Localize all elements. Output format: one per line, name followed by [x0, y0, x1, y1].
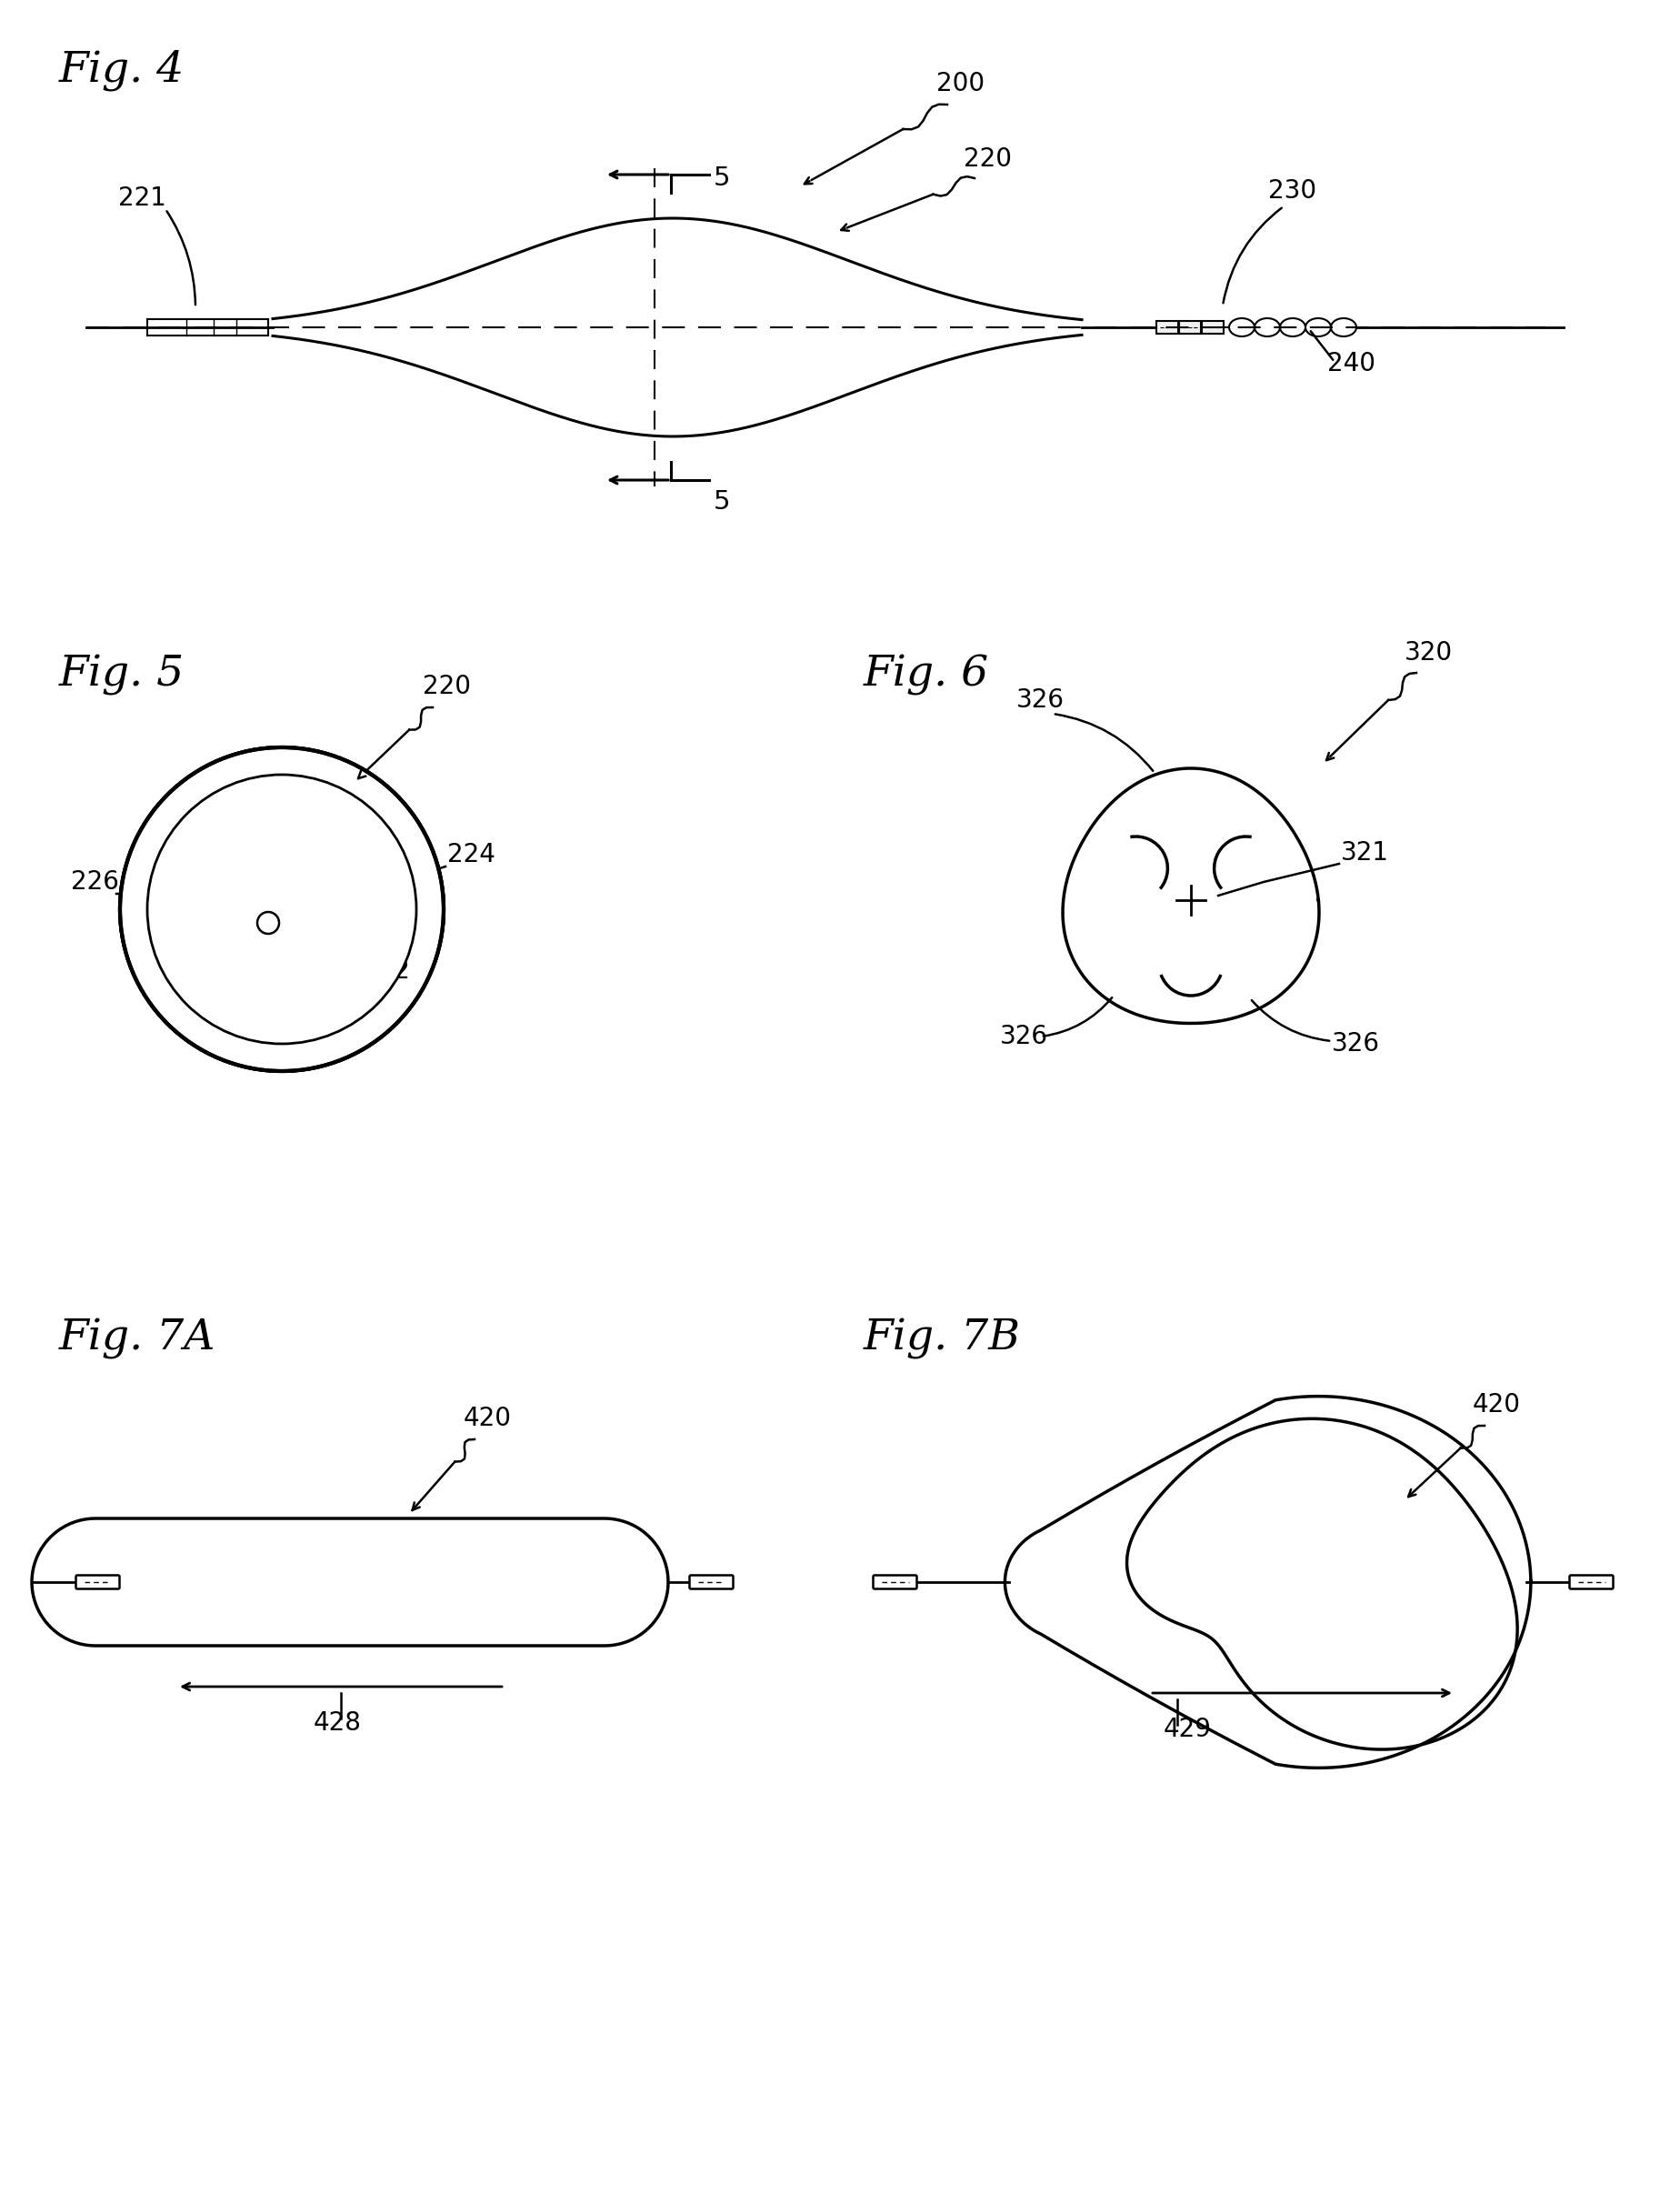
Circle shape — [257, 912, 279, 934]
Text: 320: 320 — [1404, 639, 1453, 666]
Text: 200: 200 — [936, 71, 984, 97]
Text: 220: 220 — [423, 674, 470, 699]
Text: Fig. 7A: Fig. 7A — [59, 1318, 215, 1360]
Text: 5: 5 — [714, 489, 731, 514]
Bar — [1156, 322, 1178, 333]
Text: 226: 226 — [71, 868, 119, 895]
Text: 429: 429 — [1164, 1717, 1211, 1741]
Bar — [1201, 322, 1223, 333]
Text: 428: 428 — [314, 1710, 361, 1737]
Polygon shape — [1127, 1419, 1517, 1750]
Text: 420: 420 — [1473, 1393, 1520, 1417]
Polygon shape — [1005, 1397, 1530, 1768]
Text: Fig. 7B: Fig. 7B — [864, 1318, 1021, 1360]
Text: 224: 224 — [447, 842, 496, 868]
FancyBboxPatch shape — [1569, 1576, 1613, 1589]
FancyBboxPatch shape — [76, 1576, 119, 1589]
Text: Fig. 6: Fig. 6 — [864, 655, 990, 696]
Ellipse shape — [1230, 317, 1255, 337]
Bar — [1179, 322, 1201, 333]
Ellipse shape — [1331, 317, 1356, 337]
Polygon shape — [32, 1519, 669, 1646]
FancyBboxPatch shape — [689, 1576, 732, 1589]
Text: 221: 221 — [118, 185, 166, 212]
Circle shape — [119, 747, 444, 1071]
Text: 230: 230 — [1268, 179, 1317, 203]
Ellipse shape — [1255, 317, 1280, 337]
Text: Fig. 4: Fig. 4 — [59, 51, 185, 90]
Text: 240: 240 — [1327, 350, 1376, 377]
Ellipse shape — [1305, 317, 1331, 337]
Text: 326: 326 — [1016, 688, 1065, 712]
Ellipse shape — [1280, 317, 1305, 337]
Text: 326: 326 — [1332, 1031, 1379, 1056]
FancyBboxPatch shape — [874, 1576, 917, 1589]
Text: 5: 5 — [714, 165, 731, 192]
Text: Fig. 5: Fig. 5 — [59, 655, 185, 696]
Text: 222: 222 — [361, 959, 410, 983]
Text: 326: 326 — [1000, 1025, 1048, 1049]
Text: 220: 220 — [964, 145, 1011, 172]
Circle shape — [148, 774, 417, 1045]
Polygon shape — [1063, 769, 1319, 1023]
Text: 321: 321 — [1341, 840, 1389, 866]
Text: 420: 420 — [464, 1406, 512, 1430]
